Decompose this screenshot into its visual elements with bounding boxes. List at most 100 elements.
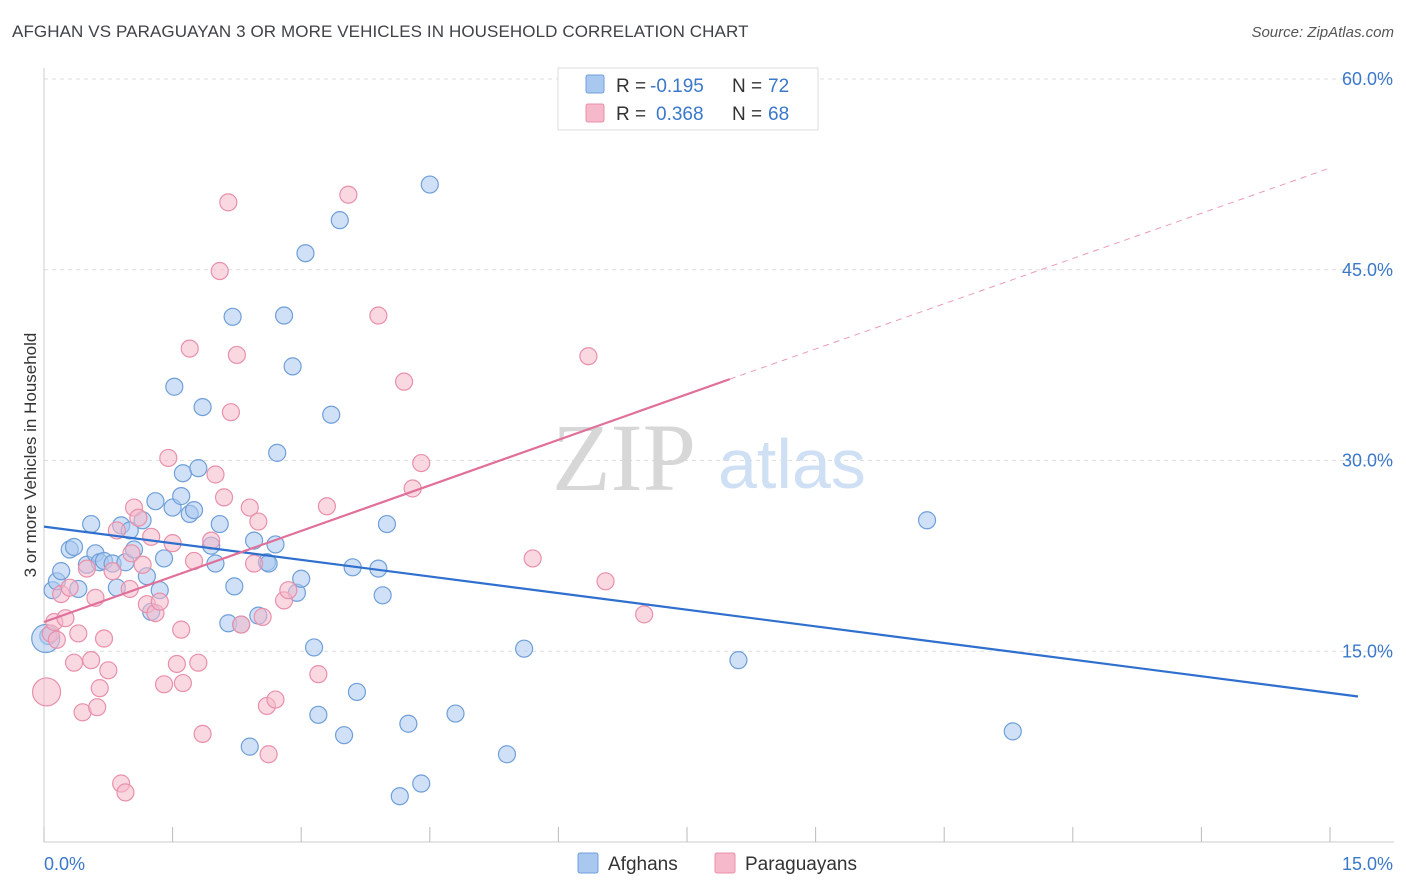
paraguayans-point <box>219 193 238 212</box>
paraguayans-point <box>279 581 298 600</box>
afghans-point <box>399 714 418 733</box>
paraguayans-point <box>88 698 107 717</box>
paraguayans-point <box>129 508 148 527</box>
afghans-point <box>377 514 397 534</box>
afghans-point <box>729 651 748 670</box>
afghans-point <box>309 705 328 724</box>
bottom-legend-swatch-afghans <box>577 852 599 874</box>
afghans-point <box>497 745 517 764</box>
paraguayans-point <box>122 544 141 563</box>
afghans-point <box>165 377 184 396</box>
afghans-point <box>917 511 937 530</box>
legend-r-label-paraguayans: R = <box>616 104 646 125</box>
paraguayans-point <box>90 679 109 698</box>
paraguayans-point <box>309 665 328 684</box>
paraguayans-point <box>180 339 199 358</box>
afghans-point <box>189 459 208 478</box>
paraguayans-point <box>244 554 264 573</box>
paraguayans-point <box>240 498 259 517</box>
paraguayans-point <box>150 592 169 611</box>
afghans-point <box>373 586 392 605</box>
afghans-point <box>223 307 242 326</box>
afghans-point <box>244 531 264 550</box>
paraguayans-point <box>64 653 84 672</box>
legend-r-value-paraguayans: 0.368 <box>656 104 704 125</box>
y-tick-label: 45.0% <box>1342 260 1393 280</box>
afghans-point <box>146 492 165 511</box>
paraguayans-point <box>82 651 101 670</box>
paraguayans-point <box>249 512 268 531</box>
legend-n-value-paraguayans: 68 <box>768 104 789 125</box>
paraguayans-point <box>579 347 598 366</box>
paraguayans-point <box>221 403 240 422</box>
paraguayans-point <box>523 549 542 568</box>
paraguayans-point <box>596 572 615 591</box>
afghans-point <box>266 535 285 554</box>
afghans-point <box>52 562 71 581</box>
x-axis-ticks <box>43 827 1331 842</box>
afghans-point <box>1003 722 1022 741</box>
paraguayans-point <box>189 653 208 672</box>
afghans-trend-line <box>43 525 1359 698</box>
afghans-point <box>173 464 192 483</box>
bottom-legend-swatch-paraguayans <box>714 852 736 874</box>
source-label: Source: ZipAtlas.com <box>1251 24 1394 41</box>
paraguayans-point <box>133 555 152 574</box>
paraguayans-point <box>193 724 212 744</box>
afghans-point <box>347 682 367 702</box>
afghans-point <box>420 175 439 194</box>
afghans-point <box>210 514 229 534</box>
afghans-point <box>322 405 341 424</box>
trend-lines <box>43 167 1359 698</box>
paraguayans-point <box>210 261 229 281</box>
afghans-point <box>334 726 354 745</box>
afghans-point <box>193 397 212 417</box>
afghans-point <box>446 704 465 723</box>
afghans-point <box>82 514 101 534</box>
afghans-point <box>274 306 294 325</box>
axes <box>43 68 1394 843</box>
x-tick-label-min: 0.0% <box>44 854 85 874</box>
y-tick-label: 30.0% <box>1342 451 1393 471</box>
afghans-point <box>304 638 324 657</box>
watermark-zip: ZIP <box>552 404 696 511</box>
paraguayans-point <box>635 605 654 624</box>
afghans-point <box>292 569 311 588</box>
data-points <box>31 175 1022 806</box>
afghans-point <box>390 787 409 806</box>
y-axis-label: 3 or more Vehicles in Household <box>21 333 40 578</box>
afghans-point <box>184 500 204 520</box>
afghans-point <box>225 577 244 596</box>
afghans-point <box>515 639 534 658</box>
paraguayans-point <box>69 624 88 643</box>
paraguayans-point <box>31 677 62 707</box>
afghans-point <box>330 211 349 230</box>
y-tick-label: 60.0% <box>1342 69 1393 89</box>
bottom-legend-label-paraguayans: Paraguayans <box>745 854 857 875</box>
bottom-legend-label-afghans: Afghans <box>608 854 678 875</box>
paraguayans-point <box>412 453 431 473</box>
paraguayans-point <box>339 185 358 204</box>
paraguayans-point <box>159 448 178 468</box>
paraguayans-point <box>266 690 285 709</box>
afghans-point <box>296 244 315 263</box>
paraguayans-point <box>142 527 161 546</box>
paraguayans-point <box>253 607 272 627</box>
paraguayans-point <box>99 661 118 680</box>
afghans-point <box>412 774 431 793</box>
paraguayans-point <box>173 673 192 693</box>
legend-r-value-afghans: -0.195 <box>650 76 704 97</box>
paraguayans-trend-extension <box>729 167 1331 380</box>
legend-swatch-afghans <box>585 74 605 94</box>
paraguayans-point <box>259 745 278 764</box>
y-axis-tick-labels: 15.0% 30.0% 45.0% 60.0% <box>1342 69 1393 661</box>
paraguayans-point <box>47 630 66 649</box>
paraguayans-point <box>172 620 191 639</box>
y-tick-label: 15.0% <box>1342 641 1393 661</box>
paraguayans-point <box>369 306 388 325</box>
paraguayans-point <box>94 629 114 648</box>
chart-title: AFGHAN VS PARAGUAYAN 3 OR MORE VEHICLES … <box>12 22 749 41</box>
x-tick-label-max: 15.0% <box>1342 854 1393 874</box>
paraguayans-point <box>394 372 414 391</box>
afghans-point <box>154 549 174 568</box>
